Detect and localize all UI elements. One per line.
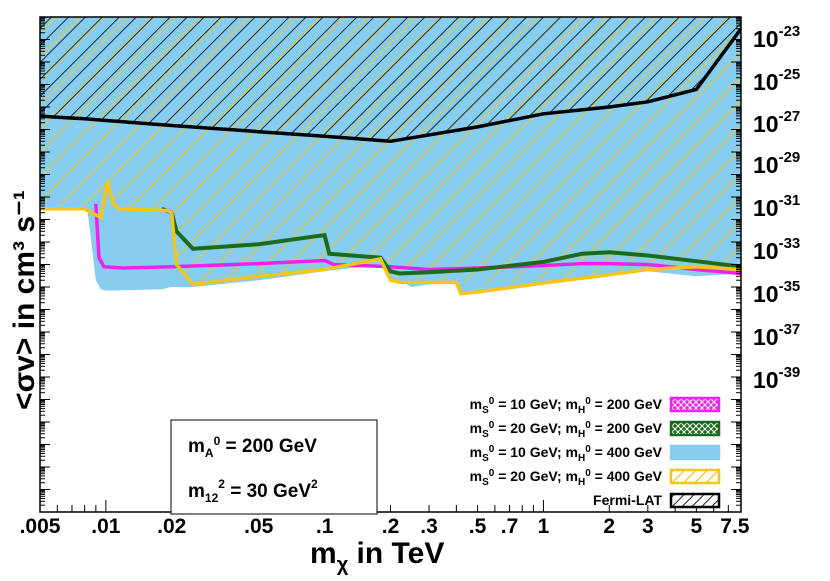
x-tick-label-11: 3 xyxy=(642,515,654,538)
legend-swatch-1 xyxy=(669,420,721,437)
legend-entry-2: mS0 = 10 GeV; mH0 = 400 GeV xyxy=(470,444,721,464)
legend-entry-3: mS0 = 20 GeV; mH0 = 400 GeV xyxy=(470,468,721,488)
y-tick-labels: 10-23 10-25 10-27 10-29 10-31 10-33 10-35 10-37… xyxy=(753,23,800,393)
y-axis-label: <σv> in cm³ s⁻¹ xyxy=(8,190,41,410)
legend-swatch-4 xyxy=(669,492,721,509)
x-tick-label-7: .5 xyxy=(469,515,487,538)
x-tick-label-10: 2 xyxy=(603,515,615,538)
y-tick-label-7: 10-37 xyxy=(753,321,800,350)
x-tick-label-5: .2 xyxy=(382,515,400,538)
legend-swatch-3 xyxy=(669,468,721,485)
legend-label-2: mS0 = 10 GeV; mH0 = 400 GeV xyxy=(470,444,663,464)
legend: mS0 = 10 GeV; mH0 = 200 GeV mS0 = 20 GeV;… xyxy=(470,396,721,509)
y-tick-label-3: 10-29 xyxy=(753,149,800,178)
annotation-line-2: m122 = 30 GeV2 xyxy=(188,477,318,505)
legend-label-0: mS0 = 10 GeV; mH0 = 200 GeV xyxy=(470,396,663,416)
x-tick-label-6: .3 xyxy=(420,515,438,538)
legend-entry-1: mS0 = 20 GeV; mH0 = 200 GeV xyxy=(470,420,721,440)
x-axis-label: mχ in TeV xyxy=(310,537,444,576)
y-tick-label-2: 10-27 xyxy=(753,108,800,137)
x-tick-label-1: .01 xyxy=(91,515,121,538)
fermi-lat-line xyxy=(40,27,741,144)
legend-entry-0: mS0 = 10 GeV; mH0 = 200 GeV xyxy=(470,396,721,416)
annotation-box: mA0 = 200 GeV m122 = 30 GeV2 xyxy=(170,419,378,515)
x-tick-label-0: .005 xyxy=(20,515,61,538)
legend-label-4: Fermi-LAT xyxy=(593,492,662,508)
plot-area xyxy=(40,17,741,296)
legend-swatch-2 xyxy=(669,444,721,461)
annotation-line-1: mA0 = 200 GeV xyxy=(188,434,317,460)
x-tick-label-3: .05 xyxy=(244,515,274,538)
y-tick-label-4: 10-31 xyxy=(753,192,800,221)
y-tick-label-8: 10-39 xyxy=(753,364,800,393)
x-tick-label-9: 1 xyxy=(538,515,550,538)
legend-label-3: mS0 = 20 GeV; mH0 = 400 GeV xyxy=(470,468,663,488)
y-tick-label-6: 10-35 xyxy=(753,278,800,307)
x-tick-label-2: .02 xyxy=(157,515,186,538)
y-tick-label-0: 10-23 xyxy=(753,23,800,52)
legend-label-1: mS0 = 20 GeV; mH0 = 200 GeV xyxy=(470,420,663,440)
x-tick-label-13: 7.5 xyxy=(720,515,750,538)
y-tick-label-1: 10-25 xyxy=(753,66,800,95)
series-line-magenta xyxy=(94,203,741,276)
series-line-yellow xyxy=(40,180,741,296)
x-tick-label-12: 5 xyxy=(690,515,702,538)
x-tick-label-4: .1 xyxy=(316,515,334,538)
x-tick-label-8: .7 xyxy=(501,515,519,538)
series-line-green xyxy=(160,206,741,276)
legend-entry-4: Fermi-LAT xyxy=(593,492,721,509)
x-tick-labels: .005 .01 .02 .05 .1 .2 .3 .5 .7 1 2 3 5 7.5 xyxy=(20,515,750,538)
y-tick-label-5: 10-33 xyxy=(753,235,800,264)
legend-swatch-0 xyxy=(669,396,721,413)
